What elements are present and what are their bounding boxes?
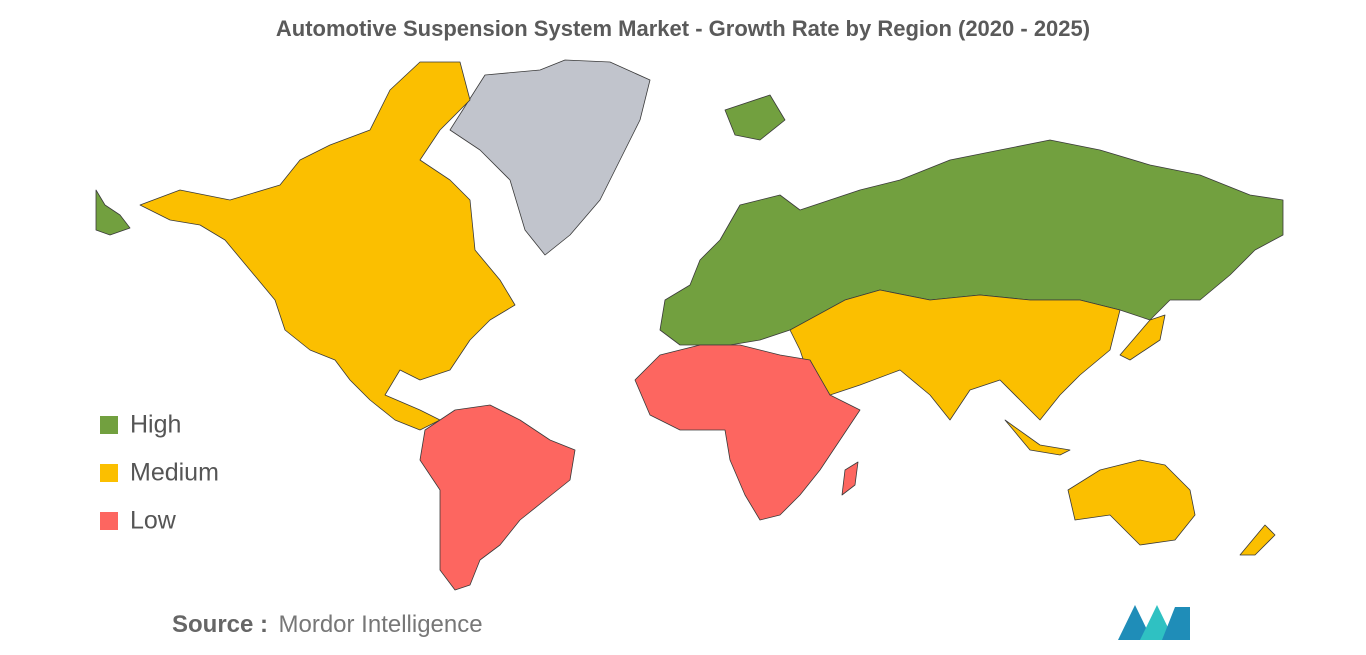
region-medium — [1119, 314, 1166, 361]
region-high — [724, 94, 786, 141]
region-low — [634, 344, 861, 521]
legend-label: Low — [130, 507, 177, 535]
region-low — [419, 404, 576, 591]
logo-shape — [1118, 605, 1152, 640]
logo — [1118, 605, 1190, 640]
region-medium — [1067, 459, 1196, 546]
world-map — [95, 59, 1284, 591]
legend-label: Medium — [130, 459, 219, 487]
region-medium — [1004, 419, 1071, 456]
legend-swatch — [100, 512, 118, 530]
legend-swatch — [100, 416, 118, 434]
region-medium — [789, 289, 1121, 421]
region-low — [841, 461, 859, 496]
region-medium — [1239, 524, 1276, 556]
legend-swatch — [100, 464, 118, 482]
source-text: Mordor Intelligence — [278, 611, 482, 638]
source: Source : Mordor Intelligence — [172, 611, 483, 638]
logo-shape — [1162, 607, 1190, 640]
source-label: Source : — [172, 611, 268, 638]
chart-title: Automotive Suspension System Market - Gr… — [276, 16, 1090, 41]
region-medium — [139, 61, 516, 431]
region-high — [95, 189, 131, 236]
region-greenland — [449, 59, 651, 256]
legend: High Medium Low — [100, 411, 219, 535]
legend-label: High — [130, 411, 181, 439]
